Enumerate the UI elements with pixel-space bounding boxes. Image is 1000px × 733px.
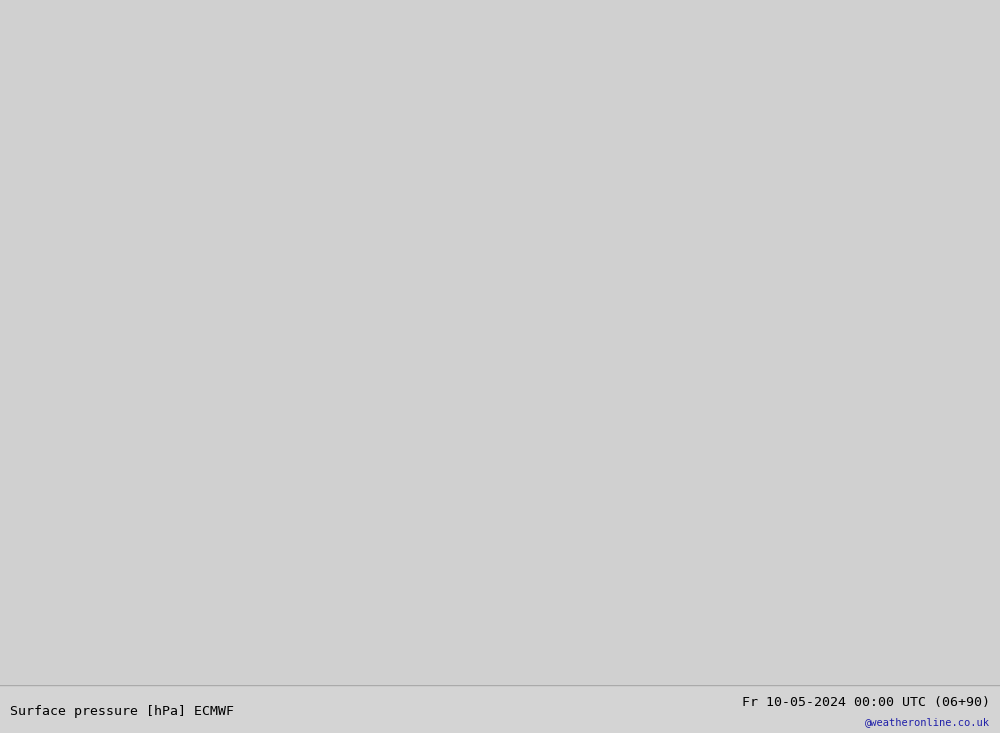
Text: Surface pressure [hPa] ECMWF: Surface pressure [hPa] ECMWF bbox=[10, 705, 234, 718]
Text: Fr 10-05-2024 00:00 UTC (06+90): Fr 10-05-2024 00:00 UTC (06+90) bbox=[742, 696, 990, 709]
Text: @weatheronline.co.uk: @weatheronline.co.uk bbox=[865, 718, 990, 727]
